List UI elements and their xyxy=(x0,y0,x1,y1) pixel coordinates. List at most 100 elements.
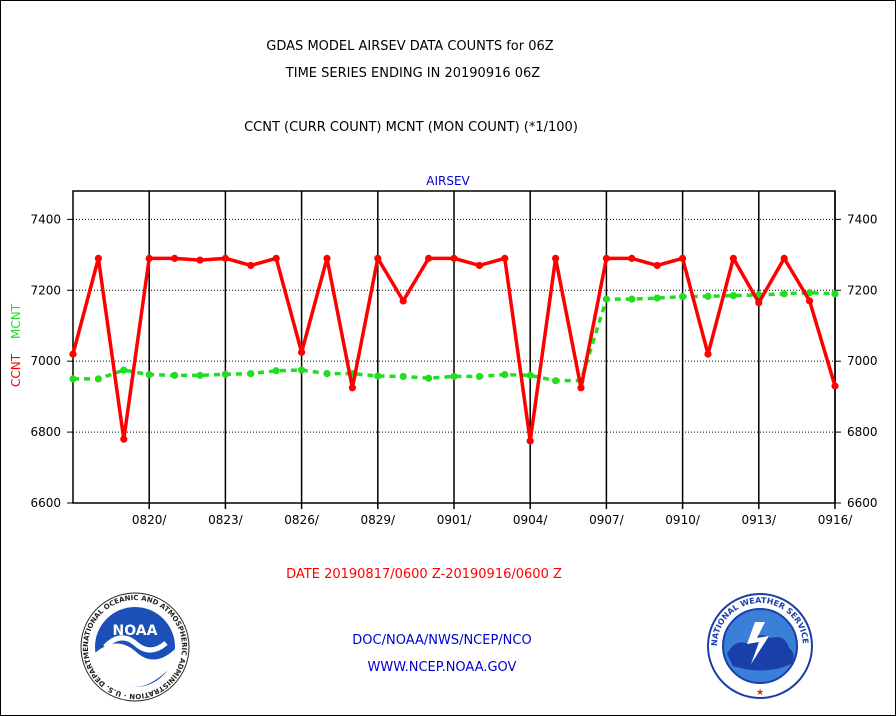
y-axis-label-ccnt: CCNT xyxy=(9,353,23,387)
x-tick-label: 0829/ xyxy=(361,513,397,527)
y-tick-label: 7000 xyxy=(847,354,878,368)
data-point-ccnt xyxy=(831,382,839,390)
data-point-ccnt xyxy=(729,254,738,262)
data-point-ccnt xyxy=(171,254,179,262)
data-point-mcnt xyxy=(729,291,738,300)
data-point-ccnt xyxy=(450,254,458,262)
data-point-mcnt xyxy=(221,370,229,378)
data-point-ccnt xyxy=(94,254,102,262)
data-point-mcnt xyxy=(704,292,712,300)
y-tick-label: 6800 xyxy=(847,425,878,439)
x-tick-label: 0826/ xyxy=(284,513,320,527)
data-point-ccnt xyxy=(704,350,712,358)
panel-label: AIRSEV xyxy=(426,174,470,188)
y-axis-label-mcnt: MCNT xyxy=(9,303,23,339)
data-point-mcnt xyxy=(450,372,458,381)
data-point-ccnt xyxy=(628,254,636,262)
data-point-ccnt xyxy=(145,254,153,262)
y-tick-label: 7200 xyxy=(30,283,61,297)
y-tick-label: 7000 xyxy=(30,354,61,368)
data-point-ccnt xyxy=(806,297,814,305)
data-point-ccnt xyxy=(552,254,560,262)
data-point-mcnt xyxy=(628,295,636,303)
data-point-mcnt xyxy=(526,371,534,379)
data-point-ccnt xyxy=(272,254,280,262)
chart-subtitle: CCNT (CURR COUNT) MCNT (MON COUNT) (*1/1… xyxy=(244,120,578,135)
data-point-mcnt xyxy=(171,371,179,379)
data-point-mcnt xyxy=(831,290,839,298)
data-point-ccnt xyxy=(653,261,661,270)
data-point-ccnt xyxy=(120,435,128,443)
svg-text:★: ★ xyxy=(756,688,764,698)
data-point-ccnt xyxy=(501,254,509,262)
data-point-mcnt xyxy=(602,295,611,303)
data-point-mcnt xyxy=(272,367,280,375)
data-point-mcnt xyxy=(323,369,331,378)
y-tick-label: 6800 xyxy=(30,425,61,439)
data-point-ccnt xyxy=(221,254,229,262)
plot-border xyxy=(72,190,836,504)
plot-area: AIRSEV CCNT MCNT 6600 6800 7000 7200 7400 66… xyxy=(9,174,878,527)
data-point-ccnt xyxy=(348,384,356,392)
chart-title-line2: TIME SERIES ENDING IN 20190916 06Z xyxy=(285,66,541,81)
data-point-ccnt xyxy=(755,299,763,307)
y-tick-label: 7400 xyxy=(847,212,878,226)
data-point-ccnt xyxy=(526,437,534,445)
org-line: DOC/NOAA/NWS/NCEP/NCO xyxy=(352,633,532,648)
data-point-mcnt xyxy=(501,371,509,379)
data-point-ccnt xyxy=(196,256,204,264)
noaa-logo-text: NOAA xyxy=(113,623,158,639)
data-point-mcnt xyxy=(653,294,661,302)
data-point-mcnt xyxy=(425,374,433,382)
data-point-ccnt xyxy=(399,297,407,305)
noaa-logo: NOAA NATIONAL OCEANIC AND ATMOSPHERIC AD… xyxy=(76,591,190,702)
ncep-url-link[interactable]: WWW.NCEP.NOAA.GOV xyxy=(367,660,517,675)
x-tick-label: 0910/ xyxy=(665,513,701,527)
data-point-mcnt xyxy=(298,366,306,374)
x-tick-label: 0913/ xyxy=(742,513,778,527)
data-point-ccnt xyxy=(425,254,433,262)
series-mcnt xyxy=(69,289,839,385)
x-tick-label: 0820/ xyxy=(132,513,168,527)
y-tick-labels-right: 6600 6800 7000 7200 7400 xyxy=(847,212,878,510)
y-tick-label: 6600 xyxy=(30,496,61,510)
date-range-label: DATE 20190817/0600 Z-20190916/0600 Z xyxy=(286,567,562,582)
x-tick-label: 0901/ xyxy=(437,513,473,527)
data-point-mcnt xyxy=(475,372,483,381)
data-point-ccnt xyxy=(298,348,306,356)
x-tick-label: 0916/ xyxy=(818,513,854,527)
data-point-ccnt xyxy=(323,254,331,262)
data-point-ccnt xyxy=(475,261,483,270)
data-point-mcnt xyxy=(94,375,102,383)
data-point-mcnt xyxy=(679,293,687,301)
data-point-ccnt xyxy=(374,254,382,262)
x-tick-labels: 0820/0823/0826/0829/0901/0904/0907/0910/… xyxy=(132,513,853,527)
data-point-ccnt xyxy=(679,254,687,262)
x-tick-label: 0907/ xyxy=(589,513,625,527)
data-point-mcnt xyxy=(374,372,382,380)
data-point-ccnt xyxy=(69,350,77,358)
data-point-mcnt xyxy=(247,369,255,378)
y-tick-label: 7200 xyxy=(847,283,878,297)
y-tick-label: 7400 xyxy=(30,212,61,226)
data-point-mcnt xyxy=(780,290,788,298)
y-tick-labels-left: 6600 6800 7000 7200 7400 xyxy=(30,212,61,510)
x-tick-label: 0823/ xyxy=(208,513,244,527)
data-point-mcnt xyxy=(120,366,128,374)
series-ccnt xyxy=(69,254,839,445)
chart-title: GDAS MODEL AIRSEV DATA COUNTS for 06Z xyxy=(266,39,554,54)
data-point-mcnt xyxy=(69,375,77,383)
data-point-mcnt xyxy=(145,371,153,379)
series-layer xyxy=(69,254,839,445)
data-point-ccnt xyxy=(577,384,585,392)
data-point-ccnt xyxy=(602,254,611,262)
y-tick-label: 6600 xyxy=(847,496,878,510)
data-point-mcnt xyxy=(196,371,204,379)
data-point-ccnt xyxy=(780,254,788,262)
data-point-mcnt xyxy=(399,372,407,381)
data-point-ccnt xyxy=(247,261,255,270)
nws-logo: NATIONAL WEATHER SERVICE ★ xyxy=(707,593,813,699)
grid-lines xyxy=(67,191,841,509)
data-point-mcnt xyxy=(552,377,560,385)
